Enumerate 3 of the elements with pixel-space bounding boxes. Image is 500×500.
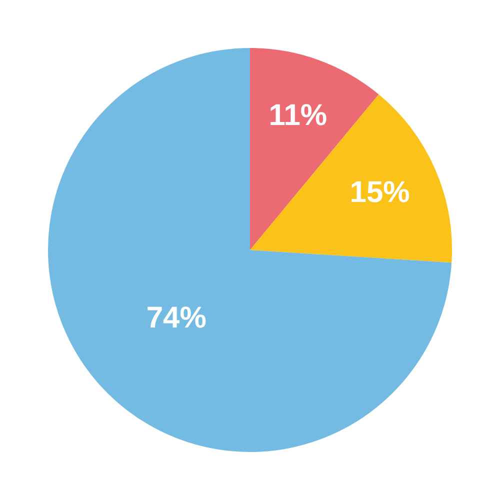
data-label: 15% (350, 176, 410, 210)
data-label: 74% (146, 301, 206, 334)
data-label: 11% (268, 99, 328, 132)
